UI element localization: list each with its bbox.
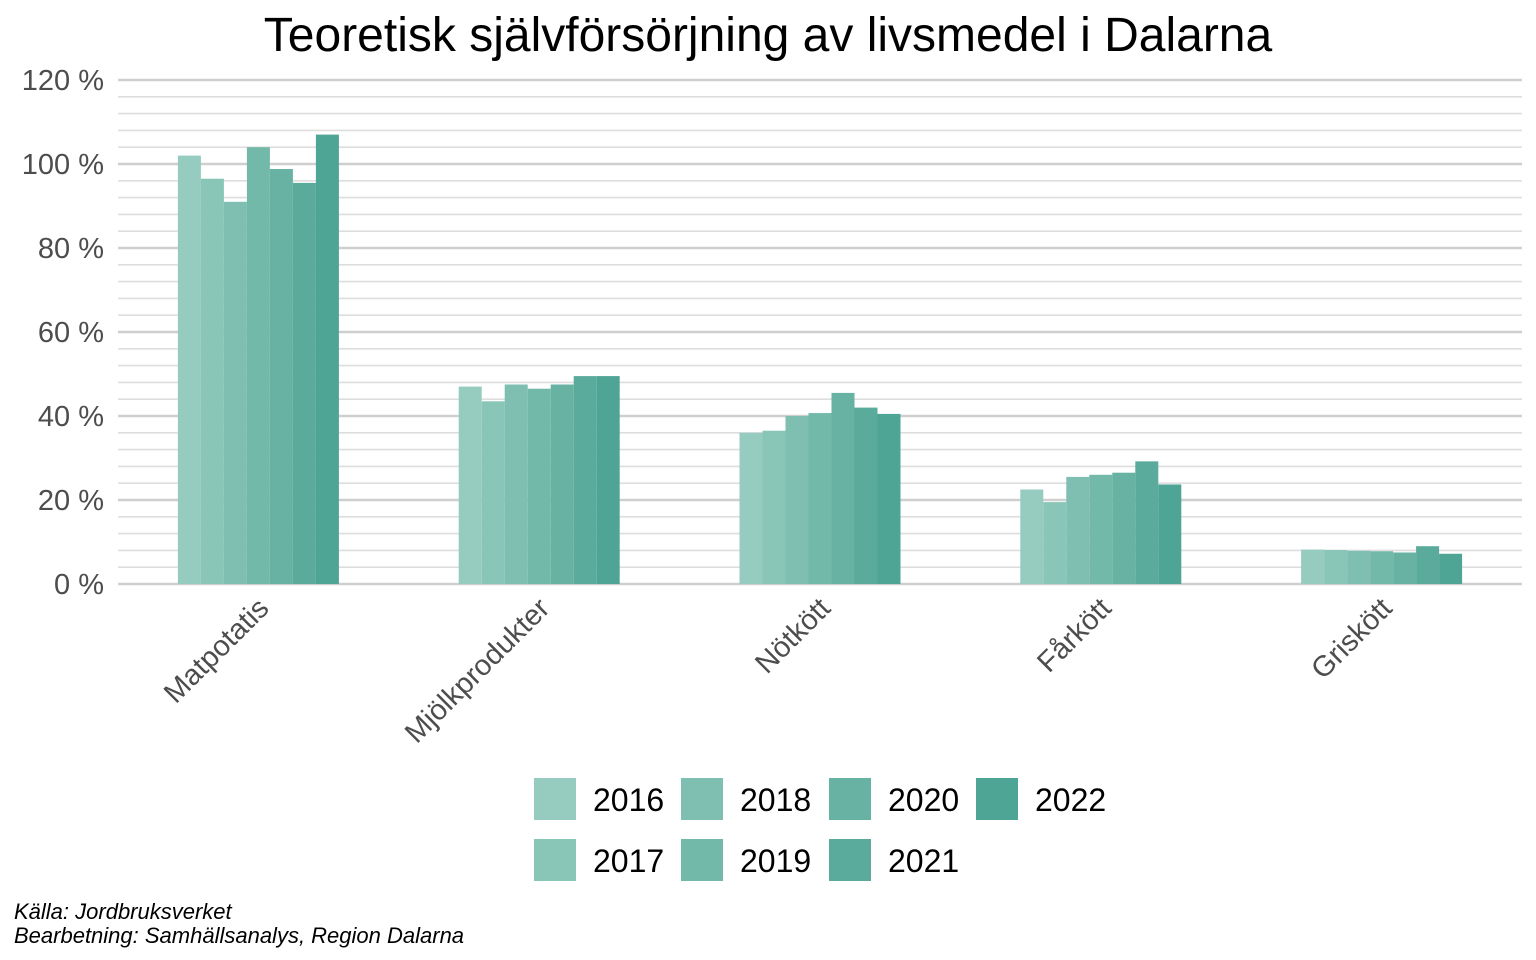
bar-2018-Mjölkprodukter: [504, 384, 528, 584]
legend-swatch: [976, 778, 1018, 820]
bar-2020-Mjölkprodukter: [550, 384, 574, 584]
bar-2016-Griskött: [1301, 549, 1325, 584]
y-tick-label: 0 %: [54, 569, 104, 601]
x-axis-ticks: Matpotatis Mjölkprodukter Nötkött Fårkött Gr…: [158, 592, 1398, 749]
y-axis-ticks: 0 % 20 % 40 % 60 % 80 % 100 % 120 %: [22, 65, 104, 601]
legend-swatch: [534, 839, 576, 881]
source-note: Källa: Jordbruksverket Bearbetning: Samh…: [14, 900, 464, 948]
bar-2018-Fårkött: [1066, 476, 1090, 584]
y-tick-label: 60 %: [38, 317, 104, 349]
legend-swatch: [681, 839, 723, 881]
bar-2017-Nötkött: [762, 430, 786, 584]
legend-swatch: [829, 778, 871, 820]
bar-2020-Nötkött: [831, 392, 855, 584]
bar-2016-Nötkött: [739, 432, 763, 584]
y-tick-label: 40 %: [38, 401, 104, 433]
bar-2019-Mjölkprodukter: [527, 388, 551, 584]
bars: [177, 134, 1463, 585]
legend-label: 2017: [593, 843, 664, 879]
bar-2022-Fårkött: [1158, 484, 1182, 584]
bar-2016-Matpotatis: [177, 155, 201, 584]
processing-line: Bearbetning: Samhällsanalys, Region Dala…: [14, 923, 465, 948]
legend-label: 2019: [740, 843, 811, 879]
bar-2022-Matpotatis: [315, 134, 339, 584]
bar-2021-Griskött: [1416, 546, 1440, 584]
x-tick-label: Nötkött: [749, 592, 837, 680]
bar-2017-Matpotatis: [200, 178, 224, 584]
bar-2016-Fårkött: [1020, 489, 1044, 584]
bar-2022-Nötkött: [877, 413, 901, 584]
bar-2021-Mjölkprodukter: [573, 376, 597, 584]
bar-2020-Griskött: [1393, 552, 1417, 584]
legend-label: 2022: [1035, 782, 1106, 818]
bar-2017-Griskött: [1324, 549, 1348, 584]
bar-2018-Matpotatis: [223, 201, 247, 585]
bar-2019-Matpotatis: [246, 147, 270, 584]
bar-2022-Mjölkprodukter: [596, 376, 620, 584]
bar-2018-Nötkött: [785, 416, 809, 584]
bar-2017-Mjölkprodukter: [481, 401, 505, 584]
bar-2019-Griskött: [1370, 551, 1394, 584]
bar-2020-Matpotatis: [269, 169, 293, 585]
legend-swatch: [534, 778, 576, 820]
bar-2022-Griskött: [1439, 553, 1463, 584]
bar-2021-Nötkött: [854, 407, 878, 584]
legend: 2016 2017 2018 2019 2020 2021 2022: [534, 778, 1106, 881]
legend-label: 2021: [888, 843, 959, 879]
y-tick-label: 20 %: [38, 485, 104, 517]
x-tick-label: Fårkött: [1031, 592, 1117, 678]
legend-label: 2016: [593, 782, 664, 818]
y-tick-label: 100 %: [22, 149, 104, 181]
legend-swatch: [829, 839, 871, 881]
bar-2020-Fårkött: [1112, 472, 1136, 584]
legend-label: 2020: [888, 782, 959, 818]
bar-2021-Fårkött: [1135, 461, 1159, 584]
y-tick-label: 80 %: [38, 233, 104, 265]
bar-2019-Nötkött: [808, 413, 832, 584]
bar-2021-Matpotatis: [292, 182, 316, 584]
y-tick-label: 120 %: [22, 65, 104, 97]
bar-2019-Fårkött: [1089, 474, 1113, 584]
x-tick-label: Mjölkprodukter: [399, 592, 556, 749]
legend-label: 2018: [740, 782, 811, 818]
legend-swatch: [681, 778, 723, 820]
bar-2017-Fårkött: [1043, 502, 1067, 584]
chart-title: Teoretisk självförsörjning av livsmedel …: [263, 9, 1273, 62]
bar-2018-Griskött: [1347, 550, 1371, 584]
x-tick-label: Griskött: [1305, 592, 1398, 685]
source-line: Källa: Jordbruksverket: [14, 899, 232, 924]
bar-2016-Mjölkprodukter: [458, 386, 482, 584]
x-tick-label: Matpotatis: [158, 592, 275, 709]
